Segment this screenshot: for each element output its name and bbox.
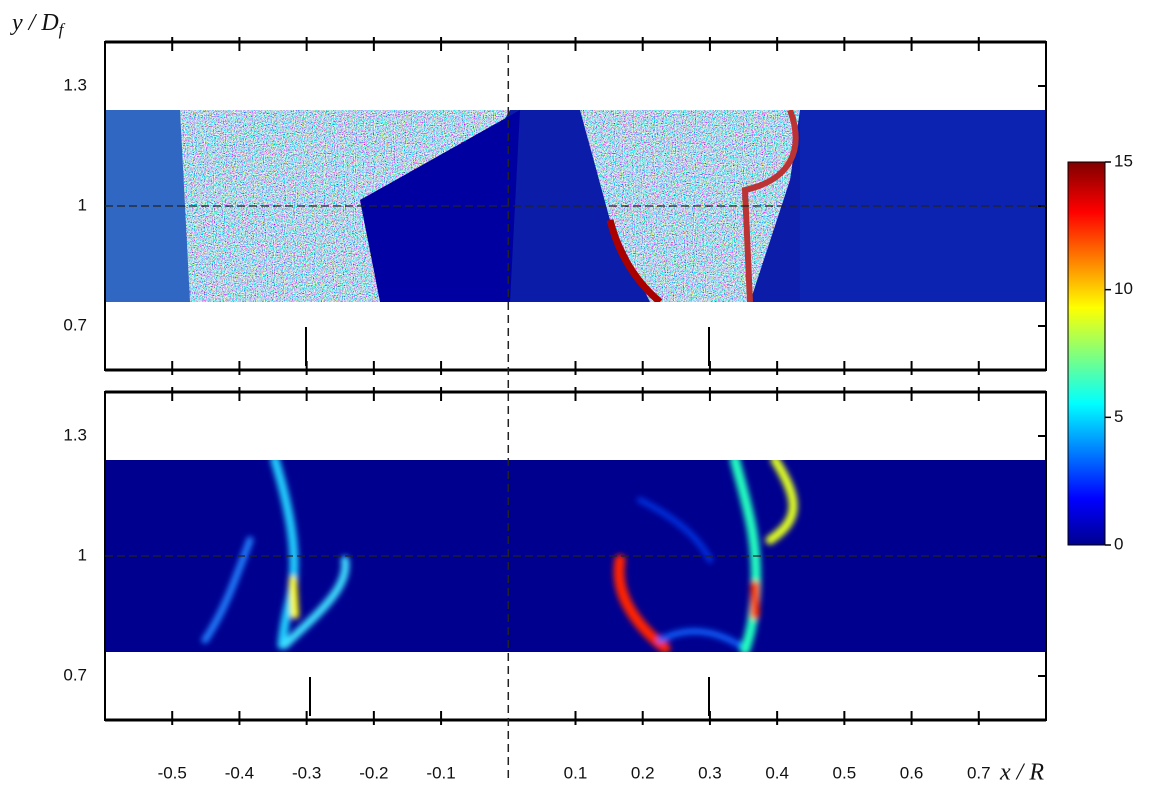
y-tick-label: 0.7 [63,665,87,684]
x-tick-label: 0.2 [631,763,655,782]
y-tick-label: 1 [78,545,87,564]
y-tick-label: 0.7 [63,315,87,334]
y-axis-label: y / Df [10,10,66,39]
x-tick-label: 0.1 [564,763,588,782]
y-axis-label-main: y / D [10,10,59,36]
x-tick-label: 0.7 [967,763,991,782]
x-tick-label: 0.4 [765,763,789,782]
x-tick-label: 0.5 [833,763,857,782]
y-tick-label: 1.3 [63,75,87,94]
y-tick-label: 1 [78,195,87,214]
colorbar-tick-label: 0 [1114,534,1123,553]
probe-markers [305,327,710,716]
x-tick-label: -0.3 [292,763,321,782]
x-tick-label: 0.6 [900,763,924,782]
x-tick-label: -0.5 [158,763,187,782]
y-axis-label-sub: f [59,20,66,39]
colorbar-tick-label: 10 [1114,279,1133,298]
x-axis-label: x / R [999,760,1044,786]
x-tick-label: -0.4 [225,763,254,782]
colorbar [1067,161,1106,546]
x-tick-label: -0.1 [426,763,455,782]
colorbar-tick-label: 15 [1114,151,1133,170]
colorbar-tick-label: 5 [1114,407,1123,426]
y-tick-label: 1.3 [63,425,87,444]
x-tick-label: -0.2 [359,763,388,782]
field-top [105,110,1046,302]
x-tick-label: 0.3 [698,763,722,782]
